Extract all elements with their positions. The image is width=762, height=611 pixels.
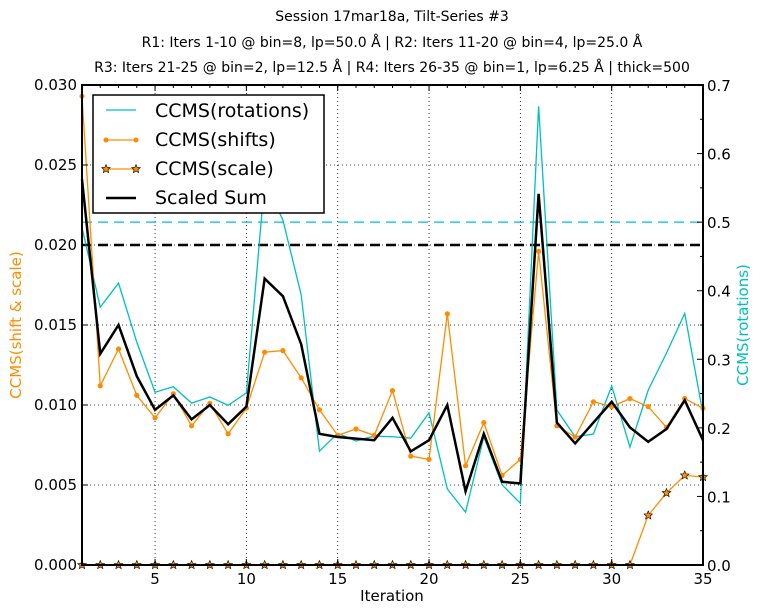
title-line-1: Session 17mar18a, Tilt-Series #3 — [275, 9, 509, 25]
point-shifts — [353, 426, 359, 432]
y-tick-label-right: 0.7 — [707, 77, 731, 95]
point-shifts — [590, 399, 597, 405]
series-ccms-rotations — [81, 106, 704, 514]
x-tick-label: 20 — [419, 570, 438, 588]
legend-box — [92, 94, 325, 214]
legend-marker-shifts — [103, 137, 109, 143]
y-tick-label-left: 0.020 — [34, 236, 77, 254]
x-tick-label: 10 — [237, 570, 256, 588]
point-shifts — [389, 388, 396, 394]
legend-item-scale: CCMS(scale) — [100, 158, 274, 180]
point-shifts — [280, 348, 286, 354]
series-scaled-sum — [80, 179, 705, 497]
x-tick-label: 35 — [693, 570, 712, 588]
y-tick-label-right: 0.4 — [707, 283, 731, 301]
point-shifts — [444, 311, 450, 317]
y-tick-label-left: 0.025 — [34, 156, 77, 174]
point-scale — [679, 470, 690, 480]
y-axis-label-left: CCMS(shift & scale) — [7, 251, 25, 398]
x-tick-label: 25 — [511, 570, 530, 588]
y-tick-label-left: 0.010 — [34, 396, 77, 414]
legend-marker-scale — [130, 163, 142, 174]
point-shifts — [115, 346, 122, 352]
threshold-lines — [82, 221, 703, 247]
point-shifts — [134, 392, 140, 398]
legend-label-scale: CCMS(scale) — [155, 158, 274, 180]
point-shifts — [645, 404, 651, 410]
point-shifts — [408, 453, 414, 459]
line-ccms-scale — [82, 474, 704, 566]
y-tick-label-right: 0.1 — [707, 488, 731, 506]
series-ccms-scale — [76, 470, 709, 570]
legend-marker-scale — [100, 163, 112, 174]
y-tick-label-right: 0.6 — [707, 146, 731, 164]
axis-ticks — [81, 84, 704, 566]
title-line-3: R3: Iters 21-25 @ bin=2, lp=12.5 Å | R4:… — [94, 59, 690, 76]
x-tick-label: 15 — [328, 570, 347, 588]
x-tick-label: 5 — [150, 570, 160, 588]
y-tick-label-left: 0.000 — [34, 556, 77, 574]
legend-item-sum: Scaled Sum — [106, 187, 267, 209]
legend: CCMS(rotations) CCMS(shifts) CCMS(scale)… — [92, 94, 325, 214]
legend-label-shifts: CCMS(shifts) — [155, 129, 276, 151]
y-tick-label-right: 0.3 — [707, 351, 731, 369]
point-scale — [661, 487, 672, 498]
x-axis-label: Iteration — [360, 587, 424, 605]
tick-labels: 5 10 15 20 25 30 35 0.000 0.005 0.010 0.015 0.020 0.… — [34, 76, 731, 588]
point-shifts — [316, 407, 323, 413]
y-tick-label-right: 0.0 — [707, 557, 731, 575]
point-shifts — [627, 396, 633, 402]
y-tick-label-left: 0.005 — [34, 476, 77, 494]
line-ccms-rotations — [81, 106, 704, 514]
y-tick-label-left: 0.015 — [34, 316, 77, 334]
point-scale — [643, 510, 654, 520]
point-shifts — [298, 375, 304, 381]
legend-marker-shifts — [133, 137, 139, 143]
y-axis-label-right: CCMS(rotations) — [734, 264, 752, 386]
point-shifts — [97, 383, 103, 389]
legend-item-rotations: CCMS(rotations) — [106, 100, 309, 122]
point-shifts — [536, 248, 542, 254]
y-tick-label-left: 0.030 — [34, 76, 77, 94]
legend-label-sum: Scaled Sum — [155, 187, 267, 209]
title-line-2: R1: Iters 1-10 @ bin=8, lp=50.0 Å | R2: … — [142, 34, 643, 51]
point-shifts — [188, 423, 195, 429]
chart-title: Session 17mar18a, Tilt-Series #3 R1: Ite… — [94, 9, 690, 76]
point-shifts — [262, 349, 268, 355]
point-shifts — [572, 434, 578, 440]
point-shifts — [481, 420, 487, 426]
point-shifts — [426, 456, 432, 462]
y-tick-label-right: 0.5 — [707, 214, 731, 232]
point-shifts — [462, 463, 469, 469]
legend-label-rotations: CCMS(rotations) — [155, 100, 309, 122]
point-shifts — [152, 415, 158, 421]
point-shifts — [225, 431, 231, 437]
line-scaled-sum — [80, 179, 705, 497]
y-tick-label-right: 0.2 — [707, 420, 731, 438]
x-tick-label: 30 — [602, 570, 621, 588]
legend-item-shifts: CCMS(shifts) — [103, 129, 276, 151]
